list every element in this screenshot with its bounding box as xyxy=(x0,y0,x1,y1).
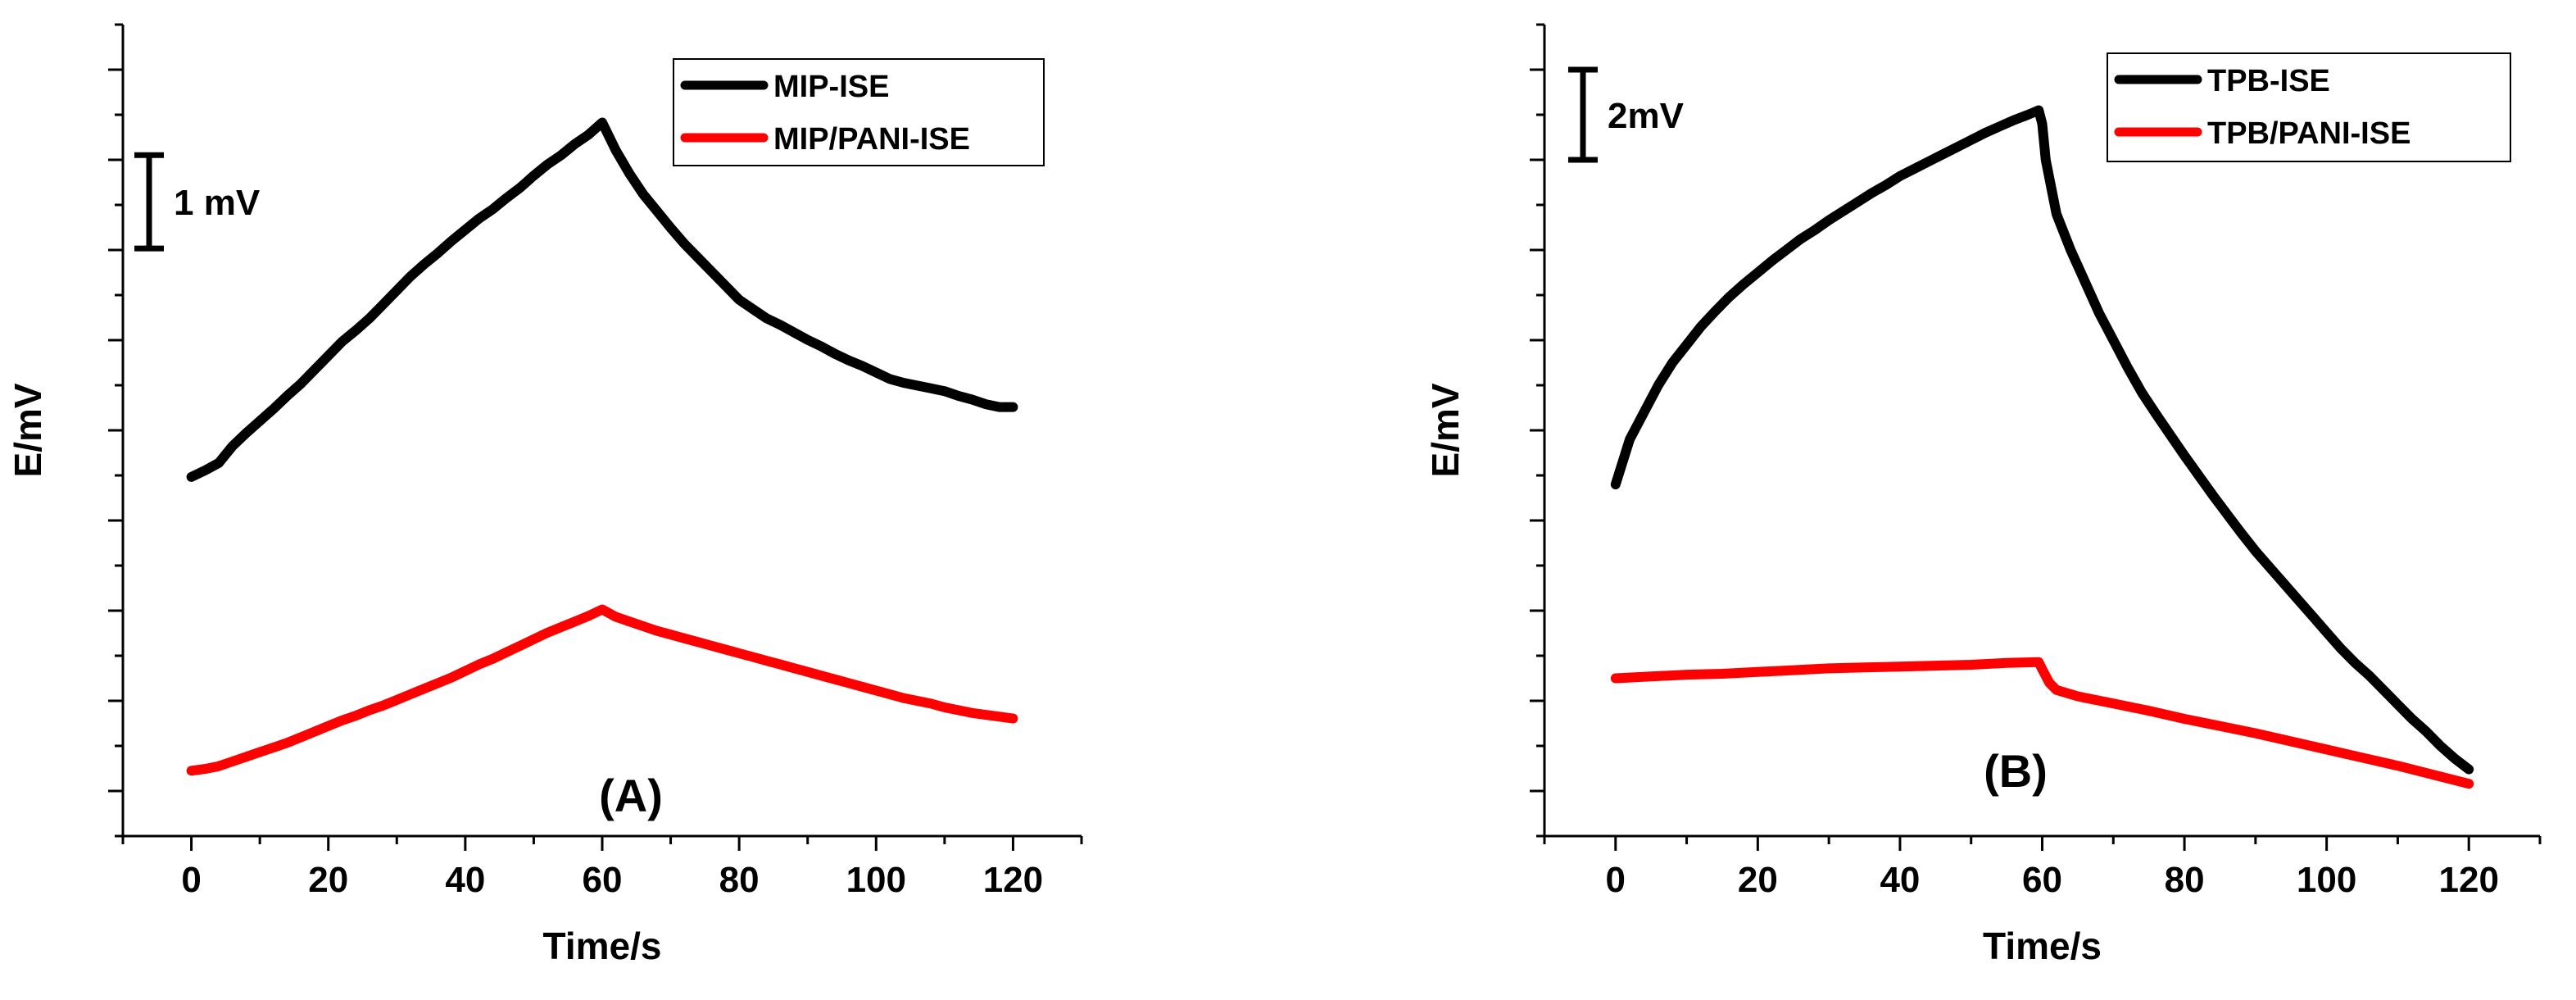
x-tick-label: 60 xyxy=(2022,860,2062,900)
x-tick-label: 20 xyxy=(308,860,348,900)
x-tick-label: 40 xyxy=(1880,860,1920,900)
panel-label: (A) xyxy=(599,770,663,821)
legend-label: TPB-ISE xyxy=(2207,64,2330,98)
x-tick-label: 120 xyxy=(983,860,1043,900)
x-tick-label: 40 xyxy=(445,860,485,900)
legend: TPB-ISE TPB/PANI-ISE xyxy=(2107,52,2511,162)
legend: MIP-ISE MIP/PANI-ISE xyxy=(673,58,1045,166)
scale-bar: 1 mV xyxy=(134,152,261,252)
scale-bar-label: 1 mV xyxy=(174,183,261,223)
x-tick-label: 80 xyxy=(2165,860,2205,900)
x-tick-label: 20 xyxy=(1738,860,1778,900)
series-line-mip-pani-ise xyxy=(186,604,1018,776)
legend-label: TPB/PANI-ISE xyxy=(2207,116,2410,151)
series-line-tpb-ise xyxy=(1610,105,2474,775)
legend-label: MIP/PANI-ISE xyxy=(773,122,970,157)
chart-panel-a: 0 20 40 60 80 100 120 Time/s E/mV 1 mV MIP-ISE MIP/… xyxy=(7,23,1083,967)
legend-label: MIP-ISE xyxy=(773,70,889,104)
y-axis-title: E/mV xyxy=(1424,383,1467,477)
x-axis-title: Time/s xyxy=(543,925,662,967)
x-tick-label: 0 xyxy=(1606,860,1626,900)
panel-label: (B) xyxy=(1984,745,2048,797)
x-tick-label: 100 xyxy=(2297,860,2356,900)
x-tick-label: 120 xyxy=(2439,860,2499,900)
series-line-tpb-pani-ise xyxy=(1610,657,2474,789)
chart-panel-b: 0 20 40 60 80 100 120 Time/s E/mV 2mV TPB-ISE TPB/P… xyxy=(1424,23,2542,967)
x-tick-label: 0 xyxy=(181,860,201,900)
x-tick-label: 80 xyxy=(719,860,760,900)
scale-bar: 2mV xyxy=(1568,66,1685,163)
series-line-mip-ise xyxy=(186,117,1018,482)
x-tick-label: 100 xyxy=(846,860,906,900)
x-tick-label: 60 xyxy=(583,860,623,900)
x-axis-title: Time/s xyxy=(1983,925,2102,967)
y-axis-title: E/mV xyxy=(7,383,49,477)
legend-box xyxy=(673,58,1045,166)
legend-box xyxy=(2107,52,2511,162)
scale-bar-label: 2mV xyxy=(1608,96,1685,136)
